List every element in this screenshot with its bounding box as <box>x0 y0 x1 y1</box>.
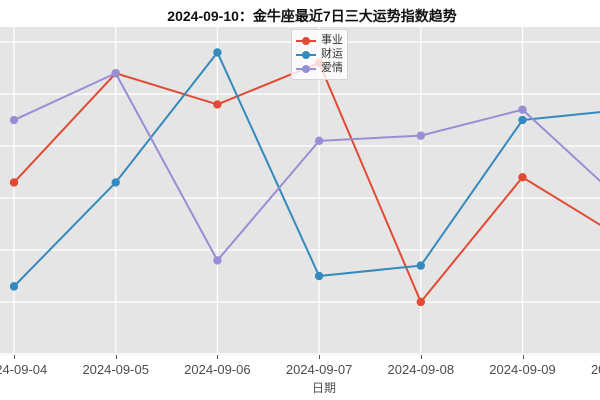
legend-label: 爱情 <box>321 62 343 74</box>
x-tick-mark <box>420 355 422 359</box>
x-axis: 日期 2024-09-04 2024-09-05 2024-09-06 2024-09… <box>0 355 600 400</box>
x-tick-label: 2024-09-10 <box>590 362 600 377</box>
career-point <box>518 173 527 182</box>
career-point <box>9 178 19 187</box>
career-line-marker-icon <box>296 36 316 45</box>
love-point <box>111 69 120 78</box>
love-line <box>13 72 600 262</box>
x-tick-mark <box>217 355 219 359</box>
love-point <box>213 256 222 265</box>
x-tick-label: 2024-09-04 <box>0 362 48 377</box>
plot-area <box>0 27 600 355</box>
legend-item-love: 爱情 <box>296 62 343 75</box>
wealth-point <box>111 178 120 187</box>
x-tick-mark <box>522 355 524 359</box>
legend-label: 事业 <box>321 34 343 46</box>
x-tick-mark <box>14 355 15 359</box>
love-point <box>314 136 324 146</box>
legend-item-wealth: 财运 <box>296 48 343 61</box>
x-tick-label: 2024-09-07 <box>285 362 353 377</box>
wealth-point <box>416 261 425 270</box>
legend-item-career: 事业 <box>296 34 343 47</box>
wealth-point <box>518 115 527 125</box>
career-point <box>416 297 425 307</box>
wealth-point <box>213 48 222 57</box>
love-point <box>416 131 425 140</box>
love-line-marker-icon <box>296 64 316 73</box>
wealth-point <box>9 282 19 291</box>
x-tick-label: 2024-09-09 <box>489 362 556 377</box>
love-point <box>9 115 19 125</box>
career-line <box>13 61 600 303</box>
love-point <box>518 105 527 114</box>
wealth-line-marker-icon <box>296 50 316 59</box>
wealth-point <box>314 271 324 281</box>
x-tick-mark <box>319 355 321 359</box>
chart-legend: 事业 财运 爱情 <box>291 29 348 80</box>
x-tick-mark <box>115 355 117 359</box>
x-tick-label: 2024-09-05 <box>82 362 149 377</box>
chart-title: 2024-09-10：金牛座最近7日三大运势指数趋势 <box>167 8 457 24</box>
x-axis-title: 日期 <box>311 381 337 395</box>
career-point <box>213 100 222 109</box>
x-tick-label: 2024-09-08 <box>387 362 455 377</box>
x-tick-label: 2024-09-06 <box>184 362 251 377</box>
legend-label: 财运 <box>321 48 343 60</box>
